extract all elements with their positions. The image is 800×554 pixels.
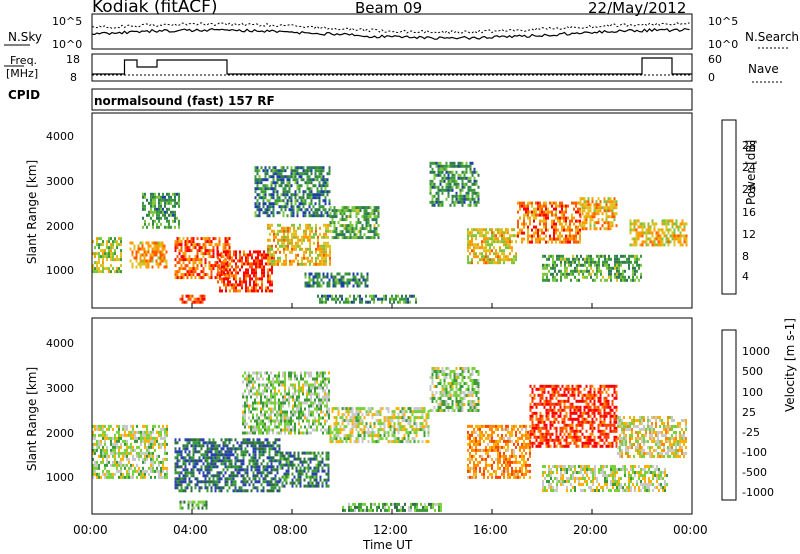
noise-panel-frame — [91, 13, 693, 50]
power-heatmap-region-11 — [517, 201, 581, 244]
nave-tick-bottom: 0 — [708, 71, 715, 84]
velocity-ytick-3000: 3000 — [46, 382, 74, 395]
velocity-heatmap-region-9 — [542, 465, 668, 492]
power-heatmap-region-3 — [174, 237, 231, 280]
freq-tick-bottom: 8 — [70, 71, 77, 84]
power-heatmap-region-4 — [217, 250, 273, 293]
freq-tick-top: 18 — [66, 53, 80, 66]
power-heatmap-region-10 — [467, 228, 517, 265]
velocity-cbar-tick-100: 100 — [742, 386, 763, 399]
velocity-cbar-tick-1000: 1000 — [742, 345, 770, 358]
power-cbar-tick-28: 28 — [742, 139, 756, 152]
power-cbar-tick-24: 24 — [742, 161, 756, 174]
date-title: 22/May/2012 — [588, 0, 687, 17]
power-cbar-tick-4: 4 — [742, 270, 749, 283]
velocity-ytick-4000: 4000 — [46, 337, 74, 350]
power-colorbar-frame — [721, 119, 737, 295]
power-heatmap-pixels — [92, 161, 688, 304]
power-cbar-tick-12: 12 — [742, 228, 756, 241]
velocity-ytick-2000: 2000 — [46, 427, 74, 440]
noise-search-label: N.Search — [745, 30, 800, 44]
beam-title: Beam 09 — [355, 0, 423, 17]
power-heatmap-region-5 — [267, 223, 331, 266]
cpid-label: CPID — [8, 88, 41, 102]
noise-right-tick-top: 10^5 — [708, 15, 739, 28]
power-heatmap-region-13 — [629, 219, 688, 247]
velocity-heatmap-region-6 — [467, 424, 531, 479]
xaxis-label: Time UT — [363, 538, 413, 552]
power-heatmap-region-16 — [317, 294, 417, 304]
power-heatmap-region-15 — [179, 294, 206, 304]
power-heatmap-region-0 — [92, 237, 122, 274]
velocity-cbar-tick-neg1000: -1000 — [742, 486, 774, 499]
velocity-heatmap-region-4 — [329, 407, 430, 444]
velocity-heatmap-region-1 — [174, 438, 281, 493]
velocity-colorbar-frame — [721, 329, 737, 501]
velocity-cbar-tick-25: 25 — [742, 406, 756, 419]
power-heatmap-region-9 — [429, 161, 480, 207]
freq-label-line1: Freq. — [10, 54, 38, 67]
noise-left-tick-top: 10^5 — [52, 15, 83, 28]
power-heatmap-region-7 — [329, 206, 380, 240]
velocity-heatmap-region-7 — [529, 384, 618, 448]
velocity-ytick-1000: 1000 — [46, 471, 74, 484]
noise-right-tick-bottom: 10^0 — [708, 38, 739, 51]
velocity-cbar-tick-neg100: -100 — [742, 446, 767, 459]
freq-panel-frame — [91, 53, 693, 82]
power-heatmap-region-1 — [129, 241, 168, 269]
freq-label-line2: [MHz] — [6, 67, 39, 80]
noise-sky-trace — [91, 27, 690, 40]
power-heatmap-region-8 — [304, 272, 369, 288]
power-heatmap-region-2 — [142, 192, 180, 229]
velocity-heatmap-region-8 — [617, 416, 687, 458]
velocity-heatmap-region-10 — [179, 500, 208, 510]
xtick-0: 00:00 — [73, 523, 108, 537]
power-ytick-2000: 2000 — [46, 220, 74, 233]
velocity-heatmap-pixels — [92, 367, 687, 512]
velocity-heatmap-region-3 — [242, 371, 330, 435]
power-heatmap-region-14 — [542, 254, 642, 282]
nave-tick-top: 60 — [708, 53, 722, 66]
power-cbar-tick-20: 20 — [742, 183, 756, 196]
velocity-heatmap-region-5 — [429, 367, 480, 412]
velocity-cbar-tick-500: 500 — [742, 365, 763, 378]
xtick-6: 00:00 — [673, 523, 708, 537]
power-ytick-3000: 3000 — [46, 175, 74, 188]
xtick-5: 20:00 — [573, 523, 608, 537]
station-title: Kodiak (fitACF) — [92, 0, 218, 17]
noise-sky-label: N.Sky — [8, 30, 43, 44]
noise-left-tick-bottom: 10^0 — [52, 38, 83, 51]
xtick-1: 04:00 — [173, 523, 208, 537]
power-cbar-tick-8: 8 — [742, 250, 749, 263]
velocity-heatmap-region-2 — [279, 451, 330, 488]
power-ytick-1000: 1000 — [46, 264, 74, 277]
cpid-mode: normalsound (fast) 157 RF — [94, 94, 275, 108]
xtick-4: 16:00 — [473, 523, 508, 537]
nave-label: Nave — [748, 62, 779, 76]
power-ytick-4000: 4000 — [46, 130, 74, 143]
velocity-cbar-tick-neg25: -25 — [742, 426, 760, 439]
power-heatmap-region-12 — [579, 197, 618, 231]
velocity-heatmap-region-11 — [342, 502, 442, 512]
frequency-trace — [92, 57, 692, 75]
xtick-2: 08:00 — [273, 523, 308, 537]
power-cbar-tick-16: 16 — [742, 206, 756, 219]
velocity-heatmap-region-0 — [92, 424, 168, 479]
power-heatmap-region-6 — [254, 166, 331, 218]
velocity-cbar-tick-neg500: -500 — [742, 466, 767, 479]
noise-search-trace — [91, 21, 690, 34]
cpid-panel-frame — [91, 88, 693, 111]
xtick-3: 12:00 — [373, 523, 408, 537]
